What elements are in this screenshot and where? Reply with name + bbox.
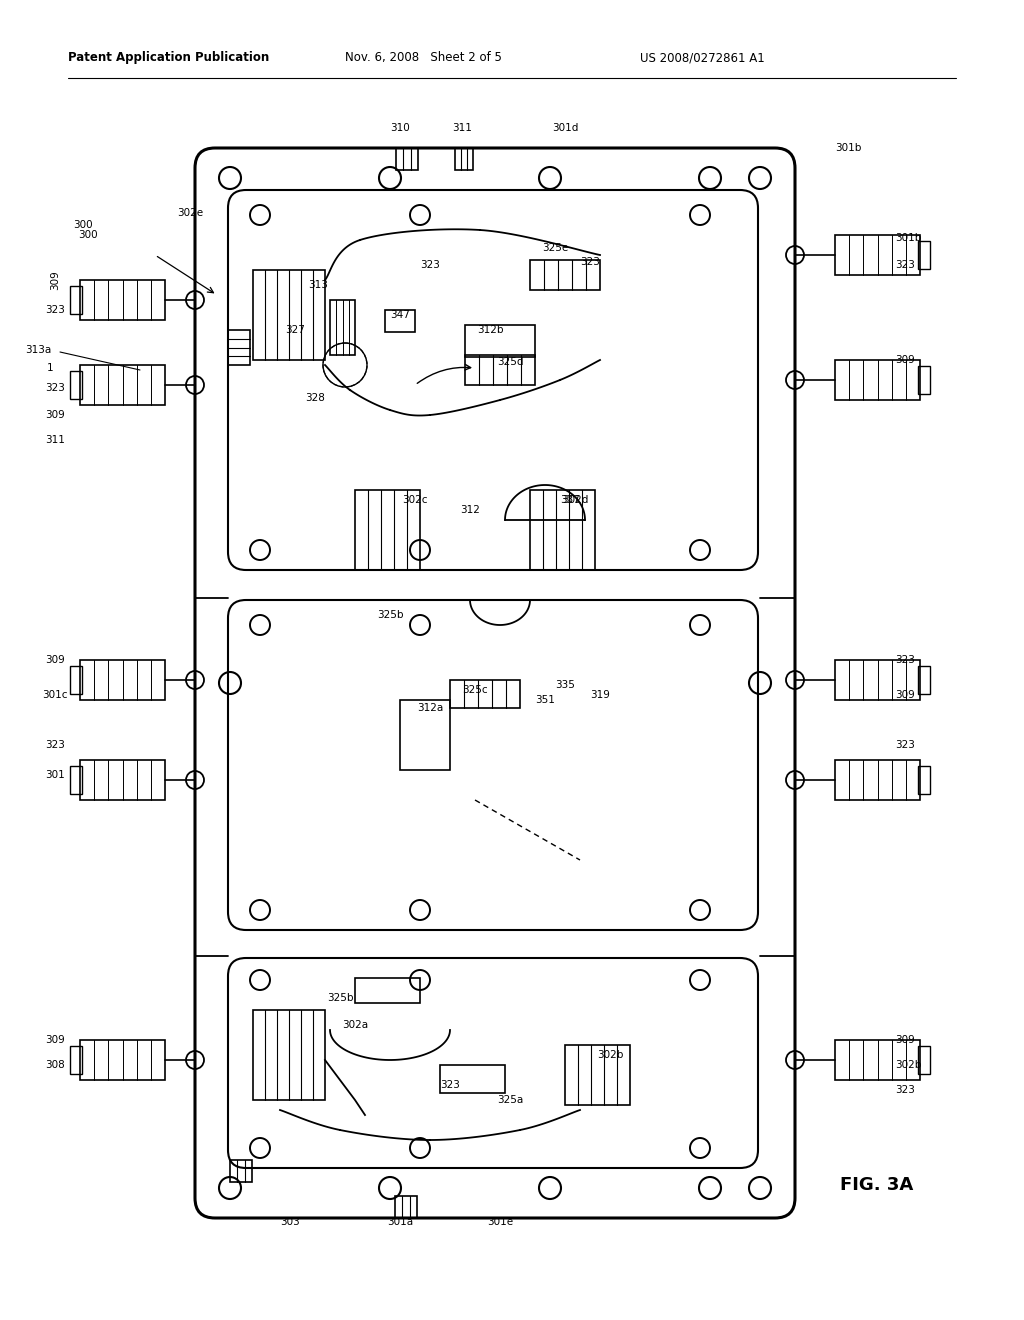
Text: 302e: 302e — [177, 209, 203, 218]
Text: 302b: 302b — [895, 1060, 922, 1071]
Bar — [330, 300, 355, 355]
Text: 309: 309 — [895, 355, 914, 366]
Bar — [80, 1040, 165, 1080]
Text: 311: 311 — [45, 436, 65, 445]
Bar — [70, 286, 82, 314]
Text: 323: 323 — [45, 305, 65, 315]
Text: 309: 309 — [50, 271, 60, 290]
Text: 1: 1 — [47, 363, 53, 374]
Bar — [530, 260, 600, 290]
Bar — [918, 766, 930, 795]
Text: 335: 335 — [555, 680, 574, 690]
Text: 302b: 302b — [597, 1049, 624, 1060]
Text: 302d: 302d — [562, 495, 588, 506]
Text: 323: 323 — [440, 1080, 460, 1090]
Bar — [70, 766, 82, 795]
Text: 302c: 302c — [402, 495, 428, 506]
Text: 309: 309 — [895, 690, 914, 700]
Text: 301c: 301c — [42, 690, 68, 700]
Bar — [835, 660, 920, 700]
Bar — [228, 330, 250, 366]
Text: 312: 312 — [460, 506, 480, 515]
Text: 300: 300 — [73, 220, 93, 230]
Text: 313: 313 — [308, 280, 328, 290]
Bar — [835, 235, 920, 275]
Bar — [230, 1160, 252, 1181]
Text: 325b: 325b — [377, 610, 403, 620]
Text: 300: 300 — [78, 230, 98, 240]
Text: FIG. 3A: FIG. 3A — [840, 1176, 913, 1195]
Bar — [70, 1045, 82, 1074]
Text: 351: 351 — [536, 696, 555, 705]
Bar — [355, 490, 420, 570]
Text: 303: 303 — [281, 1217, 300, 1228]
Bar — [70, 371, 82, 399]
Bar — [400, 700, 450, 770]
Text: 325b: 325b — [327, 993, 353, 1003]
Text: Nov. 6, 2008   Sheet 2 of 5: Nov. 6, 2008 Sheet 2 of 5 — [345, 51, 502, 65]
Bar — [396, 148, 418, 170]
Bar — [80, 760, 165, 800]
Text: 327: 327 — [285, 325, 305, 335]
Text: 328: 328 — [305, 393, 325, 403]
Bar — [253, 1010, 325, 1100]
Text: 313a: 313a — [25, 345, 51, 355]
Text: 301d: 301d — [552, 123, 579, 133]
Bar — [80, 366, 165, 405]
Text: 319: 319 — [590, 690, 610, 700]
Bar — [835, 1040, 920, 1080]
Text: 312b: 312b — [477, 325, 503, 335]
Text: 309: 309 — [45, 655, 65, 665]
Text: 325d: 325d — [497, 356, 523, 367]
Text: 347: 347 — [390, 310, 410, 319]
Text: 312a: 312a — [417, 704, 443, 713]
Text: 323: 323 — [580, 257, 600, 267]
Text: 323: 323 — [420, 260, 440, 271]
Text: 309: 309 — [895, 1035, 914, 1045]
Bar — [565, 1045, 630, 1105]
Bar — [465, 355, 535, 385]
Text: 301b: 301b — [835, 143, 861, 153]
Text: 309: 309 — [45, 411, 65, 420]
Text: 323: 323 — [45, 383, 65, 393]
Text: 311: 311 — [452, 123, 472, 133]
Text: 323: 323 — [45, 741, 65, 750]
Bar — [253, 271, 325, 360]
Text: 323: 323 — [895, 260, 914, 271]
Text: 310: 310 — [390, 123, 410, 133]
Text: 325a: 325a — [497, 1096, 523, 1105]
Bar — [918, 667, 930, 694]
Text: 301e: 301e — [487, 1217, 513, 1228]
Bar — [835, 760, 920, 800]
Text: 323: 323 — [895, 655, 914, 665]
Bar — [530, 490, 595, 570]
Text: 323: 323 — [895, 1085, 914, 1096]
Bar — [385, 310, 415, 333]
Text: 309: 309 — [45, 1035, 65, 1045]
Bar — [918, 366, 930, 393]
Bar — [355, 978, 420, 1003]
Bar — [918, 242, 930, 269]
Text: 308: 308 — [45, 1060, 65, 1071]
Bar — [395, 1196, 417, 1218]
Text: 325e: 325e — [542, 243, 568, 253]
Text: 301a: 301a — [387, 1217, 413, 1228]
Text: 301b: 301b — [895, 234, 922, 243]
Bar — [450, 680, 520, 708]
Bar — [455, 148, 473, 170]
Bar — [80, 280, 165, 319]
Text: 325c: 325c — [462, 685, 487, 696]
Bar — [835, 360, 920, 400]
Text: US 2008/0272861 A1: US 2008/0272861 A1 — [640, 51, 765, 65]
Bar — [465, 325, 535, 356]
Text: 301: 301 — [45, 770, 65, 780]
Text: 337: 337 — [560, 495, 580, 506]
Bar — [70, 667, 82, 694]
Bar — [918, 1045, 930, 1074]
Bar — [440, 1065, 505, 1093]
Text: 323: 323 — [895, 741, 914, 750]
Text: 302a: 302a — [342, 1020, 368, 1030]
Bar — [80, 660, 165, 700]
Text: Patent Application Publication: Patent Application Publication — [68, 51, 269, 65]
